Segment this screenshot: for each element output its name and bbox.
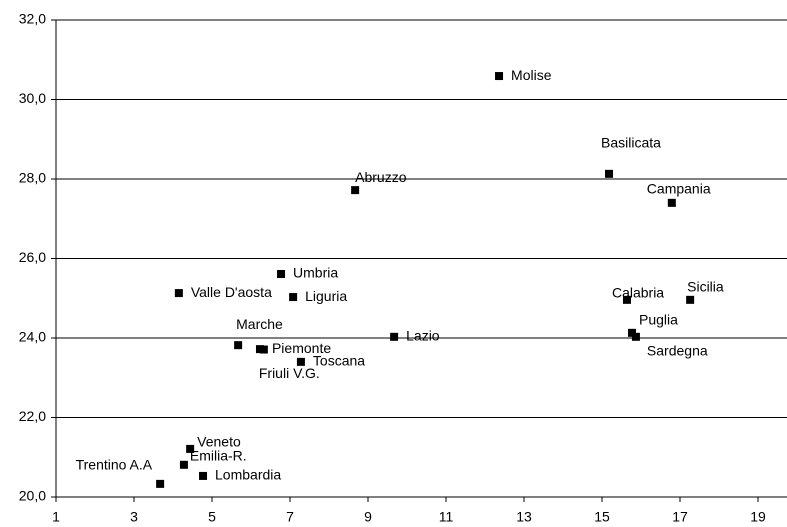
point-label: Veneto (197, 434, 241, 450)
point (296, 357, 305, 366)
y-tick-label: 32,0 (19, 11, 46, 27)
point-label: Calabria (612, 285, 664, 301)
point (686, 295, 695, 304)
x-tick-label: 1 (52, 509, 60, 525)
point (186, 444, 195, 453)
x-tick-label: 9 (364, 509, 372, 525)
point-label: Marche (236, 316, 283, 332)
point-label: Umbria (293, 265, 338, 281)
y-tick-label: 24,0 (19, 329, 46, 345)
point-label: Sardegna (647, 343, 708, 359)
point-label: Friuli V.G. (259, 365, 320, 381)
y-tick-label: 30,0 (19, 90, 46, 106)
point (605, 169, 614, 178)
point (495, 72, 504, 81)
point-label: Piemonte (272, 340, 331, 356)
x-tick-label: 7 (286, 509, 294, 525)
x-tick-label: 19 (750, 509, 766, 525)
point-label: Lombardia (215, 467, 281, 483)
point-label: Valle D'aosta (191, 284, 272, 300)
point (277, 270, 286, 279)
point-label: Emilia-R. (190, 448, 247, 464)
point (259, 345, 268, 354)
x-tick-label: 11 (439, 509, 454, 525)
point (179, 460, 188, 469)
y-tick-label: 26,0 (19, 249, 46, 265)
x-tick-label: 3 (130, 509, 138, 525)
point-label: Liguria (305, 288, 347, 304)
point-label: Molise (511, 67, 552, 83)
point (390, 332, 399, 341)
point-label: Abruzzo (355, 169, 407, 185)
point (351, 186, 360, 195)
y-tick-label: 28,0 (19, 170, 46, 186)
point-label: Lazio (406, 328, 440, 344)
point-label: Sicilia (687, 279, 724, 295)
point-label: Toscana (313, 353, 365, 369)
x-tick-label: 15 (594, 509, 610, 525)
x-tick-label: 17 (672, 509, 688, 525)
point-label: Trentino A.A (76, 457, 153, 473)
point (156, 479, 165, 488)
point (622, 295, 631, 304)
point (234, 341, 243, 350)
point-label: Campania (647, 181, 711, 197)
y-tick-label: 22,0 (19, 408, 46, 424)
point-label: Basilicata (601, 135, 661, 151)
x-tick-label: 13 (516, 509, 532, 525)
x-tick-label: 5 (208, 509, 216, 525)
y-tick-label: 20,0 (19, 488, 46, 504)
point (631, 332, 640, 341)
point-label: Puglia (639, 312, 678, 328)
point (667, 198, 676, 207)
point (174, 289, 183, 298)
point (289, 293, 298, 302)
point (199, 471, 208, 480)
